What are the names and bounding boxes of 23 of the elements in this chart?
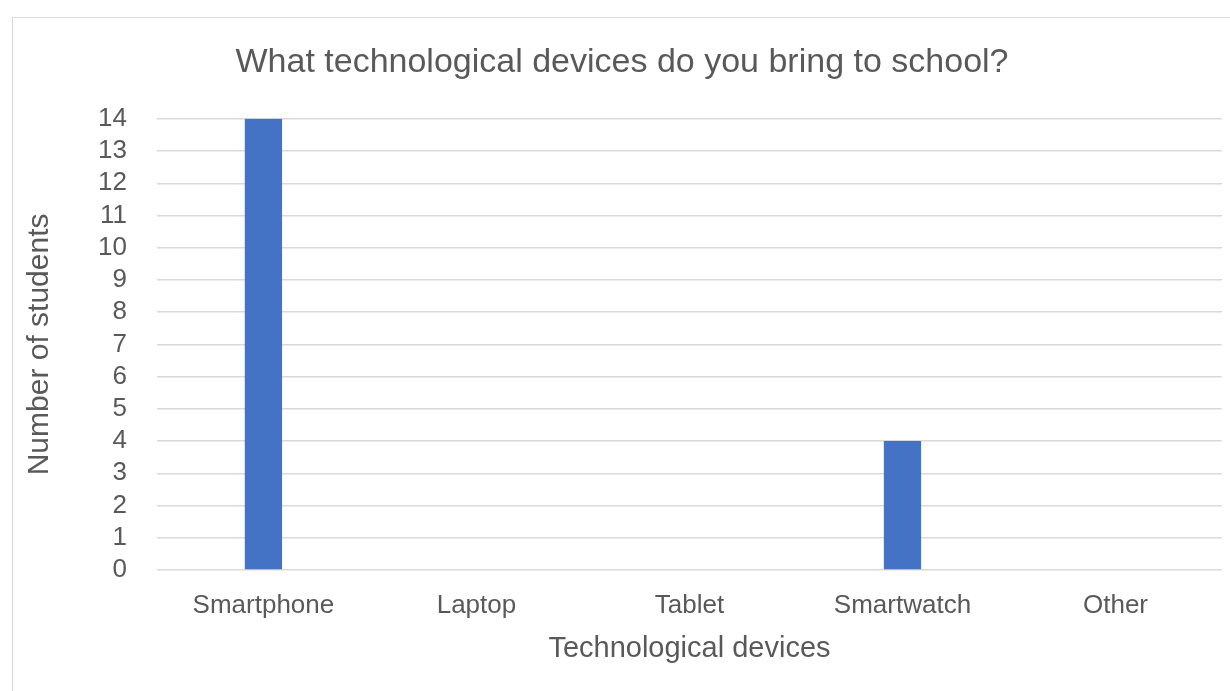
y-axis-title: Number of students (21, 213, 55, 476)
y-tick-label: 13 (98, 134, 127, 165)
x-axis-title: Technological devices (548, 630, 831, 663)
x-tick-label: Other (1082, 588, 1149, 619)
x-tick-label: Smartwatch (833, 588, 972, 619)
y-tick-label: 14 (98, 101, 127, 132)
x-tick-label: Smartphone (192, 588, 335, 619)
y-tick-label: 4 (112, 424, 127, 455)
y-tick-label: 7 (112, 327, 127, 358)
y-tick-label: 12 (98, 166, 127, 197)
x-tick-label: Tablet (654, 588, 725, 619)
y-tick-label: 5 (112, 392, 127, 423)
x-tick-label: Laptop (436, 588, 517, 619)
y-tick-label: 8 (112, 295, 127, 326)
chart-title: What technological devices do you bring to school? (235, 40, 1009, 79)
y-tick-label: 10 (98, 230, 127, 261)
y-tick-label: 2 (112, 488, 127, 519)
y-tick-label: 0 (112, 553, 127, 584)
y-tick-label: 11 (99, 198, 127, 229)
y-tick-label: 3 (112, 456, 127, 487)
y-tick-label: 6 (112, 359, 127, 390)
y-tick-label: 1 (112, 520, 127, 551)
y-tick-label: 9 (112, 263, 127, 294)
